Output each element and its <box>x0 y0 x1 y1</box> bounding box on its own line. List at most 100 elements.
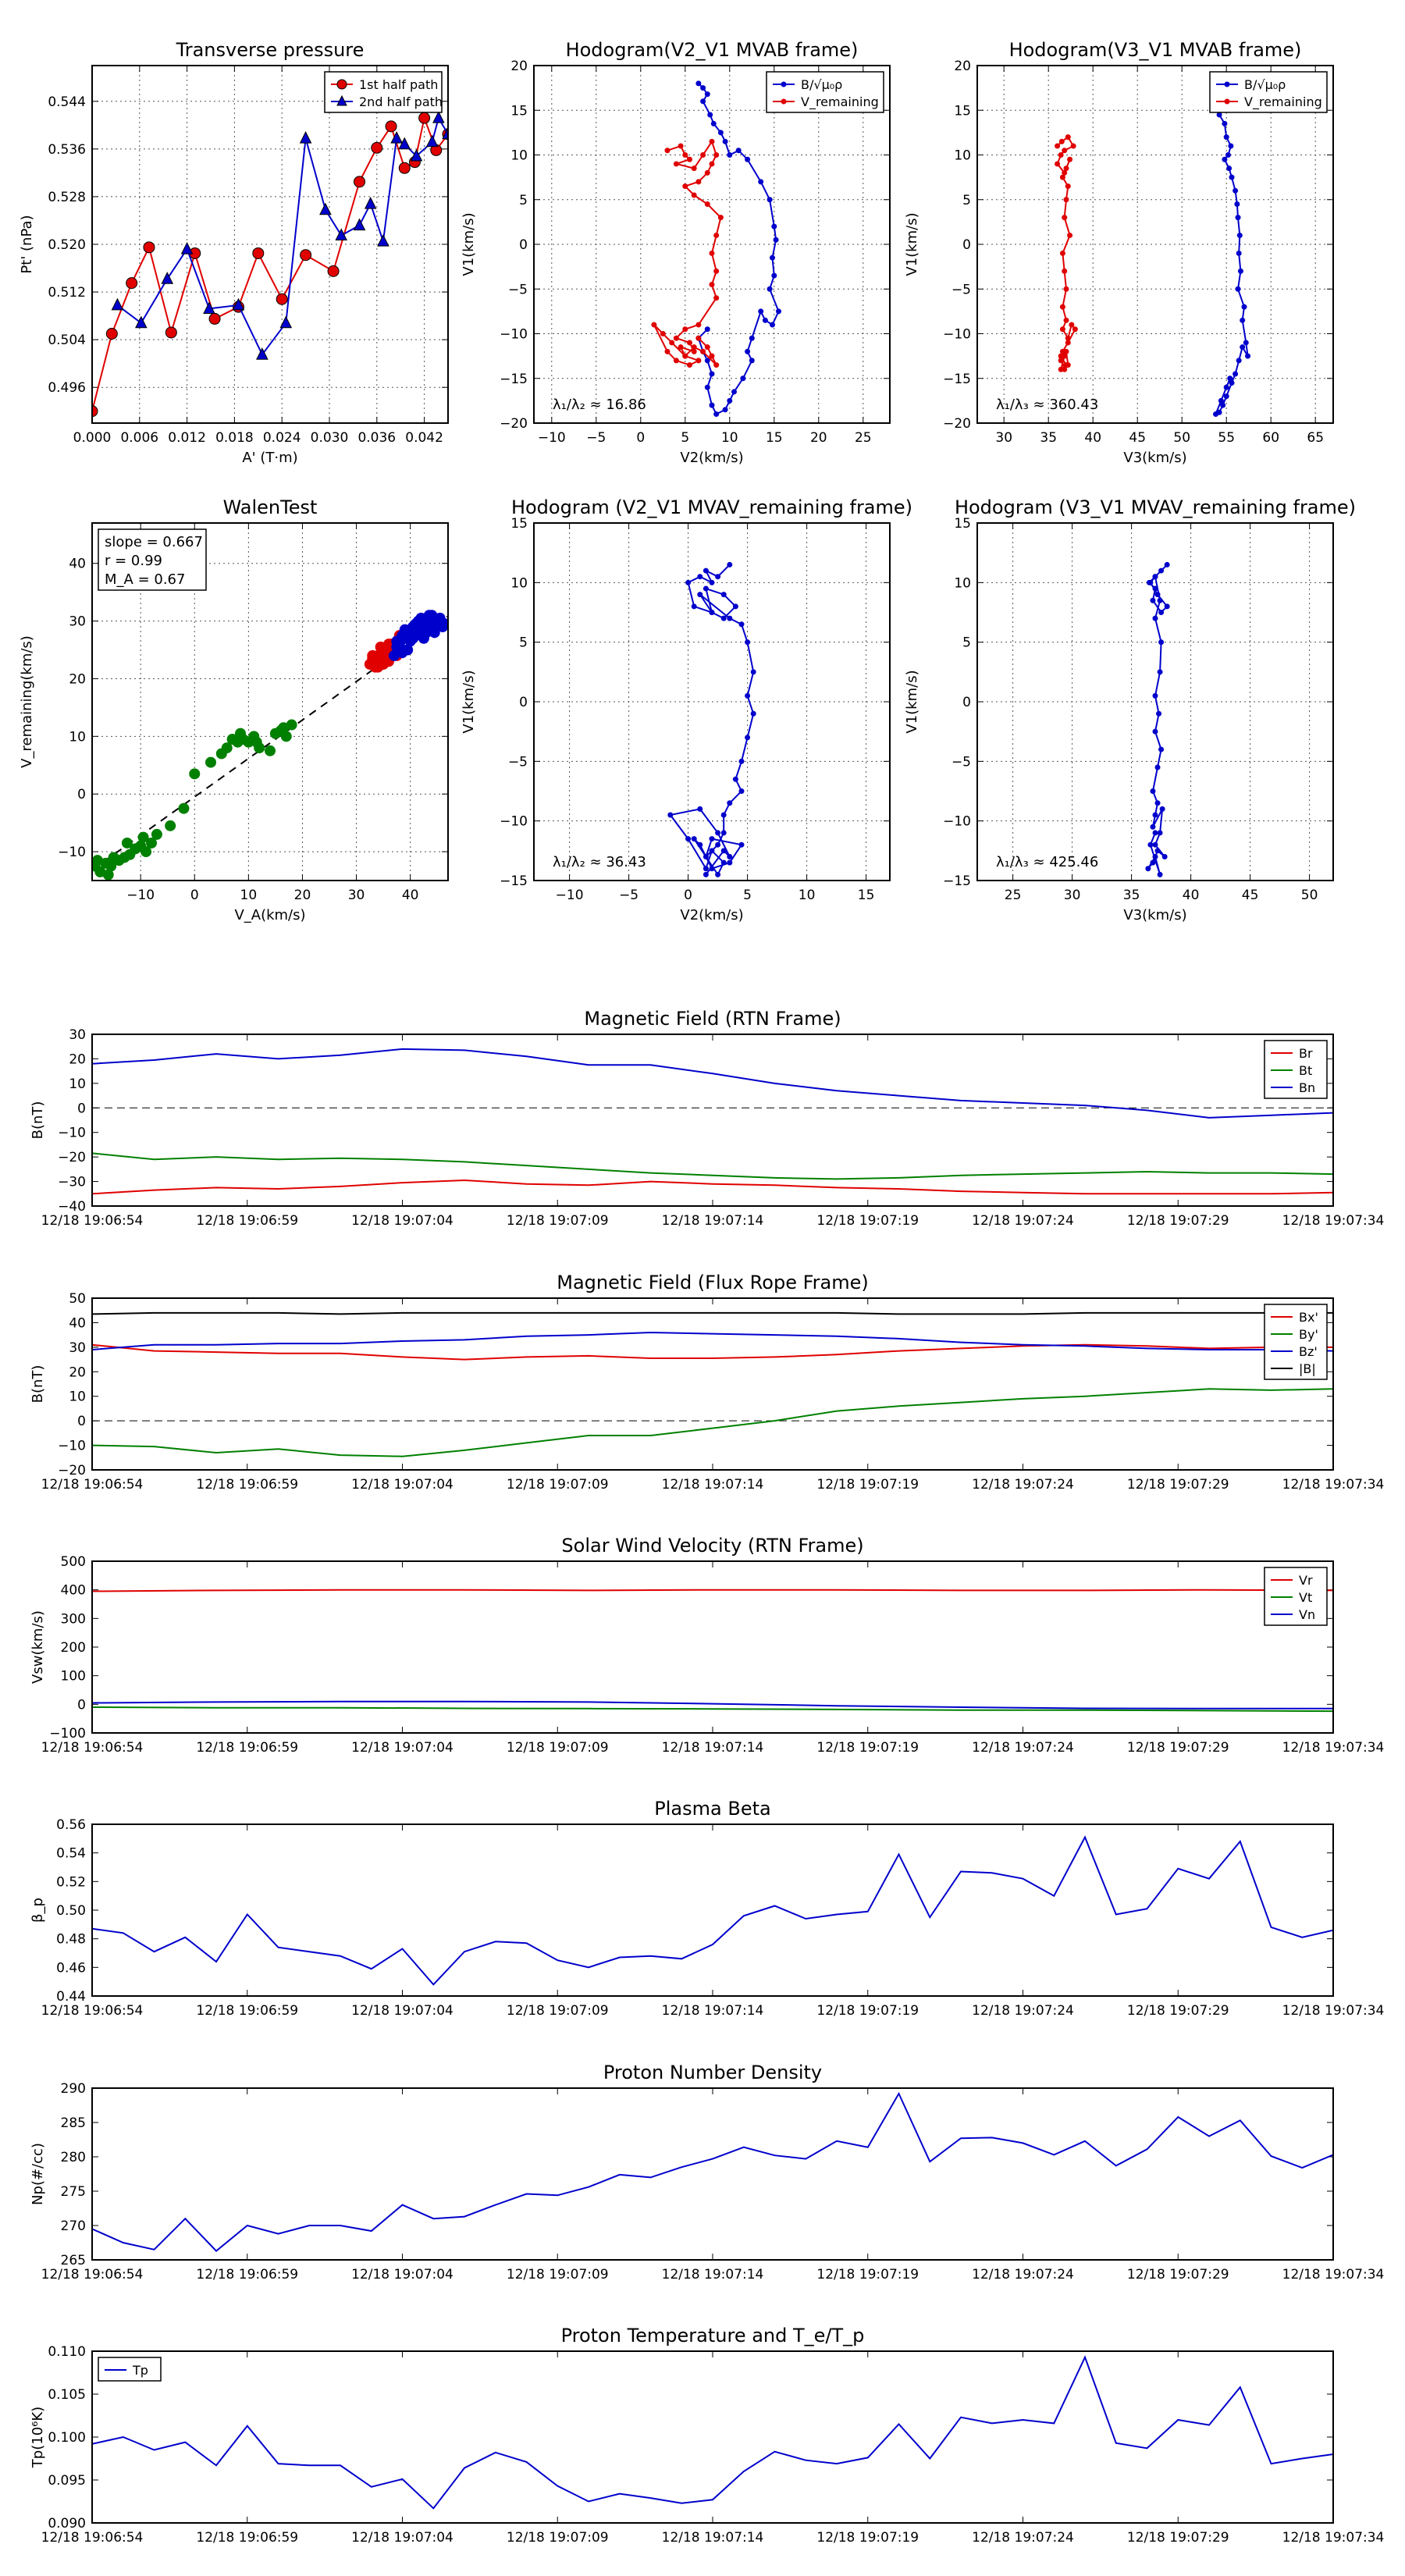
eigenvalue-ratio-label: λ₁/λ₃ ≈ 360.43 <box>996 397 1098 413</box>
y-tick-label: −15 <box>943 372 971 387</box>
data-point <box>745 156 751 162</box>
data-point <box>687 156 692 162</box>
data-point <box>709 138 715 144</box>
x-tick-label: 12/18 19:06:54 <box>41 2003 144 2019</box>
data-point <box>1058 366 1064 372</box>
y-tick-label: 100 <box>61 1669 86 1685</box>
x-tick-label: −10 <box>538 430 566 446</box>
series-line-By' <box>92 1388 1333 1457</box>
data-point <box>673 335 679 341</box>
y-tick-label: 0.54 <box>56 1846 86 1862</box>
data-point <box>92 855 103 866</box>
x-tick-label: 12/18 19:06:54 <box>41 1477 144 1493</box>
data-point <box>715 574 721 580</box>
data-point <box>1067 156 1073 162</box>
data-point <box>695 358 702 364</box>
x-tick-label: 12/18 19:07:14 <box>662 1740 764 1756</box>
series-line-B/√μ₀ρ <box>697 83 780 415</box>
data-point <box>710 120 717 126</box>
legend-label: Bt <box>1299 1063 1312 1078</box>
fit-stat: M_A = 0.67 <box>105 571 185 588</box>
y-tick-label: 0.48 <box>56 1932 86 1948</box>
data-point <box>770 254 776 261</box>
series-line-β_p <box>92 1835 1333 1986</box>
data-point <box>92 405 98 418</box>
y-tick-label: −5 <box>508 754 528 770</box>
data-point <box>439 618 448 630</box>
chart-title: Hodogram (V3_V1 MVAV_remaining frame) <box>955 496 1356 518</box>
y-tick-label: −10 <box>58 845 86 860</box>
x-tick-label: 0.030 <box>311 430 349 446</box>
x-axis-label: V3(km/s) <box>1123 450 1186 466</box>
axes-frame <box>91 65 449 424</box>
x-tick-label: 12/18 19:07:09 <box>507 2530 609 2546</box>
data-point <box>713 411 720 418</box>
x-tick-label: 12/18 19:07:09 <box>507 1213 609 1229</box>
data-point <box>371 141 383 154</box>
data-point <box>398 137 411 150</box>
data-point <box>709 402 715 408</box>
data-point <box>402 644 414 656</box>
data-point <box>1154 848 1161 854</box>
x-tick-label: 10 <box>799 888 816 903</box>
data-point <box>1150 788 1156 794</box>
data-point <box>1164 603 1170 610</box>
y-tick-label: 0.528 <box>48 190 86 205</box>
x-axis-label: V_A(km/s) <box>234 907 305 923</box>
data-point <box>691 344 697 350</box>
y-axis-label: Pt' (nPa) <box>19 215 35 273</box>
y-axis-label: Tp(10⁶K) <box>30 2407 46 2468</box>
x-tick-label: 0.036 <box>357 430 396 446</box>
data-point <box>767 197 773 203</box>
x-tick-label: 12/18 19:07:24 <box>972 1740 1074 1756</box>
data-point <box>709 353 715 359</box>
chart-title: Magnetic Field (RTN Frame) <box>584 1008 841 1030</box>
x-tick-label: 12/18 19:06:59 <box>196 2530 298 2546</box>
data-point <box>704 326 710 333</box>
x-tick-label: 12/18 19:06:59 <box>196 1477 298 1493</box>
data-point <box>367 649 379 661</box>
data-point <box>203 301 215 314</box>
data-point <box>1235 286 1241 292</box>
data-point <box>727 152 733 158</box>
y-tick-label: 10 <box>69 1389 86 1405</box>
x-tick-label: 55 <box>1218 430 1235 446</box>
legend-marker <box>1224 81 1230 87</box>
y-tick-label: 290 <box>61 2081 86 2097</box>
legend-box <box>766 71 884 113</box>
y-tick-label: 10 <box>510 148 528 164</box>
data-point <box>709 610 715 615</box>
data-point <box>1229 174 1235 180</box>
chart-np: Proton Number Density 12/18 19:06:54 12/18… <box>30 2062 1384 2282</box>
x-tick-label: 12/18 19:07:14 <box>662 1213 764 1229</box>
y-tick-label: 0 <box>77 787 86 802</box>
series-line-|B| <box>92 1311 1333 1315</box>
x-tick-label: 12/18 19:07:34 <box>1282 2003 1385 2019</box>
data-point <box>1158 568 1165 574</box>
y-tick-label: 20 <box>69 671 86 687</box>
x-tick-label: 5 <box>681 430 689 446</box>
plot-area <box>1145 561 1170 877</box>
y-tick-label: 500 <box>61 1554 86 1570</box>
x-tick-label: 45 <box>1242 888 1259 903</box>
data-point <box>727 859 733 866</box>
data-point <box>664 348 670 354</box>
data-point <box>319 202 332 215</box>
y-tick-label: 0 <box>77 1101 86 1116</box>
data-point <box>697 841 703 848</box>
y-tick-label: 20 <box>69 1364 86 1380</box>
axes-frame <box>91 1297 1334 1471</box>
x-tick-label: 12/18 19:07:09 <box>507 1740 609 1756</box>
x-tick-label: 0.012 <box>168 430 206 446</box>
data-point <box>1237 268 1243 274</box>
x-tick-label: 12/18 19:07:14 <box>662 1477 764 1493</box>
x-tick-label: 25 <box>855 430 872 446</box>
legend-label: 2nd half path <box>359 94 443 109</box>
series-line-Np <box>92 2091 1333 2252</box>
y-tick-label: −20 <box>58 1150 86 1165</box>
data-point <box>413 627 424 639</box>
x-tick-label: 50 <box>1173 430 1190 446</box>
data-point <box>375 641 386 653</box>
y-tick-label: 30 <box>69 614 86 630</box>
